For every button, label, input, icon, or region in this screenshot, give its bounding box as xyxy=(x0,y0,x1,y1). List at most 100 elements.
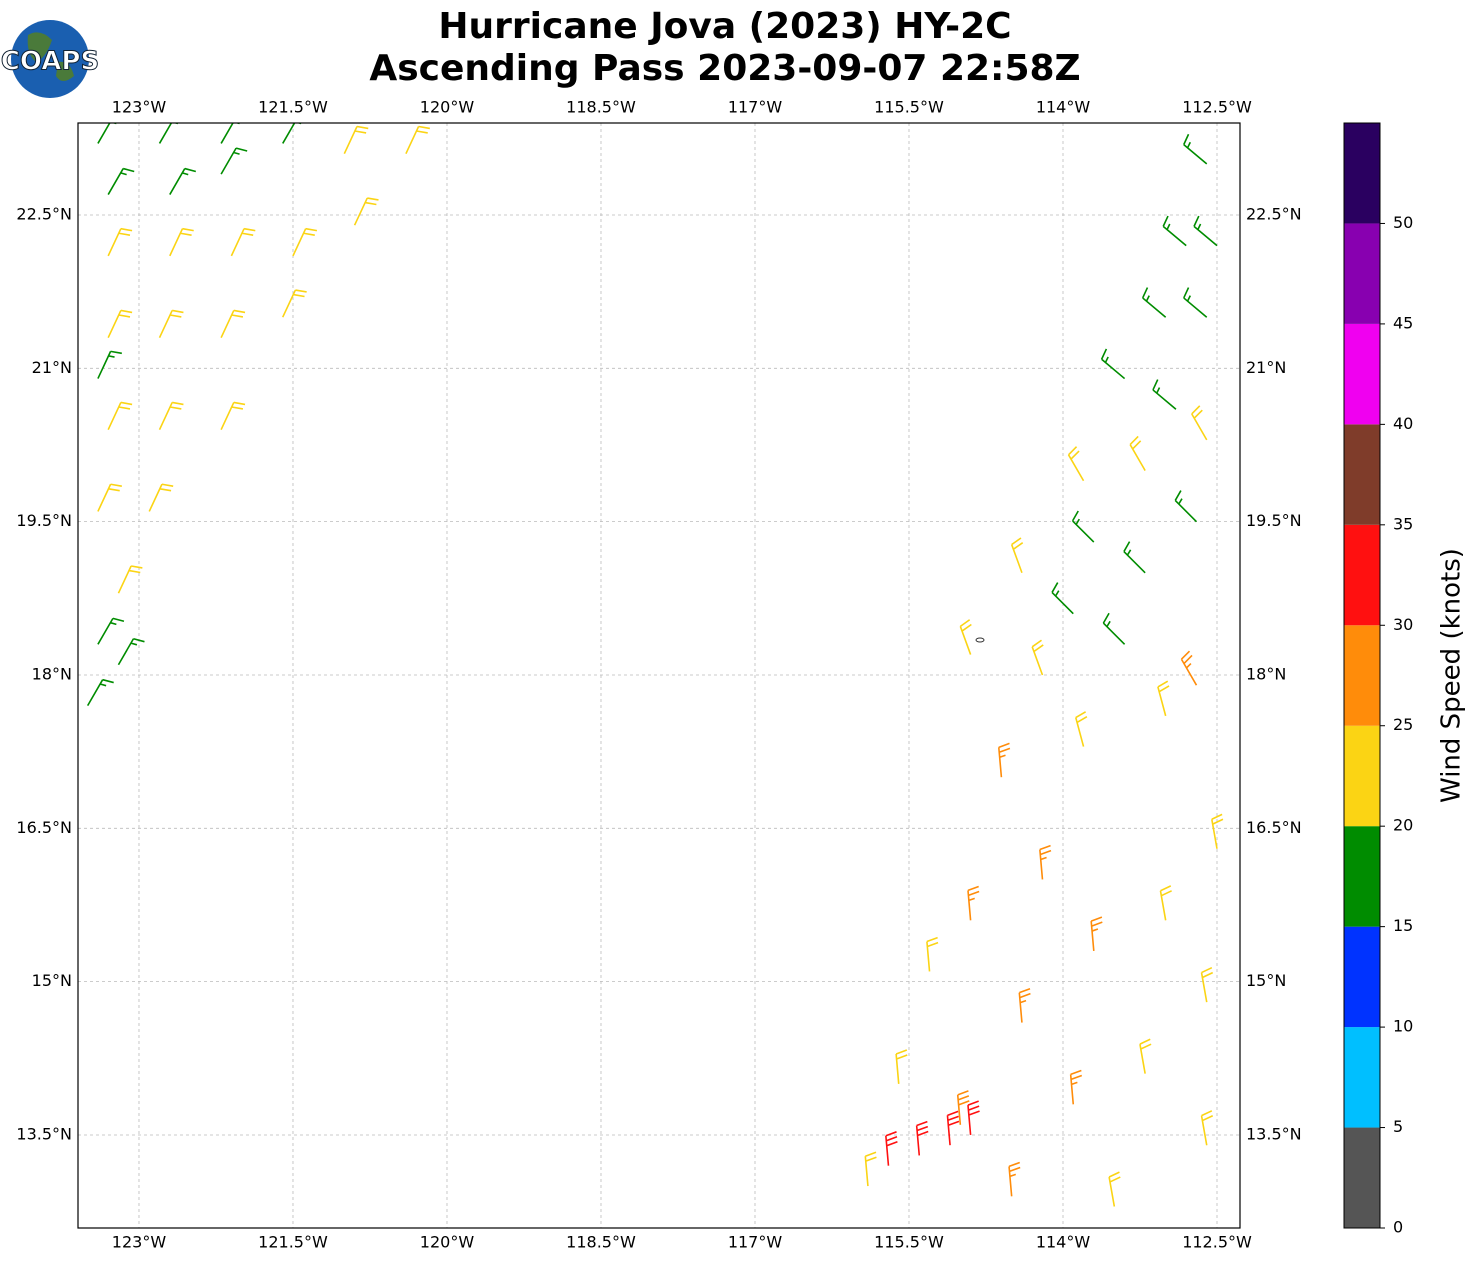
y-tick-label: 22.5°N xyxy=(16,204,72,223)
y-tick-label: 13.5°N xyxy=(16,1124,72,1143)
wind-barb xyxy=(1039,844,1052,880)
wind-barb xyxy=(967,885,980,921)
wind-barb xyxy=(158,309,184,339)
wind-barb xyxy=(1180,650,1198,686)
colorbar-segment xyxy=(1344,223,1380,324)
y-tick-label: 15°N xyxy=(1246,971,1286,990)
wind-barb xyxy=(282,123,302,144)
wind-barb xyxy=(281,289,307,318)
logo-land xyxy=(27,32,74,81)
x-tick-label: 123°W xyxy=(112,98,167,117)
wind-barb xyxy=(915,1120,929,1156)
island xyxy=(975,637,985,643)
y-tick-label: 16.5°N xyxy=(16,818,72,837)
y-tick-label: 22.5°N xyxy=(1246,204,1302,223)
wind-barb xyxy=(1069,1069,1083,1105)
colorbar-tick-label: 25 xyxy=(1393,715,1413,734)
wind-barb xyxy=(86,678,114,707)
wind-barb xyxy=(220,401,246,430)
wind-barb xyxy=(1200,966,1214,1003)
wind-barb xyxy=(1123,541,1146,574)
wind-barb xyxy=(967,1100,980,1136)
colorbar-segment xyxy=(1344,424,1380,525)
wind-barb xyxy=(1071,510,1095,543)
wind-barb xyxy=(107,167,135,195)
wind-barb xyxy=(220,147,248,175)
wind-barb xyxy=(169,167,197,195)
wind-barb xyxy=(343,125,369,155)
y-tick-label: 19.5°N xyxy=(1246,511,1302,530)
wind-barb xyxy=(1200,1110,1214,1146)
x-tick-label: 114°W xyxy=(1036,98,1091,117)
x-tick-label: 115.5°W xyxy=(874,1233,944,1252)
colorbar-segment xyxy=(1344,1027,1380,1128)
wind-barb xyxy=(1159,885,1172,921)
wind-barb xyxy=(1141,287,1167,318)
colorbar-tick-label: 35 xyxy=(1393,514,1413,533)
colorbar-segment xyxy=(1344,323,1380,425)
wind-barb xyxy=(97,617,125,645)
x-tick-label: 118.5°W xyxy=(566,1233,636,1252)
title-line: Ascending Pass 2023-09-07 22:58Z xyxy=(369,48,1080,89)
colorbar-segment xyxy=(1344,123,1380,224)
y-tick-label: 19.5°N xyxy=(16,511,72,530)
colorbar-segment xyxy=(1344,625,1380,726)
colorbar-tick-label: 15 xyxy=(1393,916,1413,935)
wind-barb xyxy=(148,483,174,512)
wind-barb xyxy=(158,401,184,430)
colorbar-tick-label: 0 xyxy=(1393,1218,1403,1237)
colorbar-label: Wind Speed (knots) xyxy=(1437,548,1467,803)
title-line: Hurricane Jova (2023) HY-2C xyxy=(438,6,1011,47)
wind-barb xyxy=(1162,215,1187,247)
wind-barb xyxy=(997,742,1011,778)
y-tick-label: 13.5°N xyxy=(1246,1124,1302,1143)
wind-barb xyxy=(405,125,430,155)
wind-barb xyxy=(1008,1161,1021,1197)
wind-barb xyxy=(1018,987,1031,1023)
y-tick-label: 21°N xyxy=(1246,358,1286,377)
wind-barb xyxy=(1191,405,1208,441)
wind-barb xyxy=(220,309,246,339)
colorbar-tick-label: 20 xyxy=(1393,816,1413,835)
colorbar-segment xyxy=(1344,1127,1380,1228)
wind-barb xyxy=(97,483,122,512)
wind-barb xyxy=(97,350,122,379)
wind-barb xyxy=(1174,490,1198,523)
colorbar-tick-label: 10 xyxy=(1393,1017,1413,1036)
wind-barb xyxy=(1183,133,1208,165)
wind-barb xyxy=(1051,582,1074,615)
wind-barb xyxy=(292,227,318,257)
colorbar-segment xyxy=(1344,524,1380,626)
wind-barb xyxy=(230,227,256,257)
wind-barb xyxy=(1100,348,1126,380)
wind-barb xyxy=(1129,435,1146,471)
wind-barb xyxy=(864,1151,877,1187)
wind-barb xyxy=(1193,215,1218,247)
x-tick-label: 112.5°W xyxy=(1182,98,1252,117)
wind-barb xyxy=(1183,287,1208,318)
wind-barb xyxy=(158,123,179,144)
x-tick-label: 118.5°W xyxy=(566,98,636,117)
wind-barb xyxy=(1108,1171,1121,1207)
colorbar-segment xyxy=(1344,725,1380,827)
wind-barb xyxy=(956,1090,970,1125)
barb-layer xyxy=(86,123,1224,1207)
y-tick-label: 15°N xyxy=(32,971,72,990)
y-tick-label: 18°N xyxy=(1246,664,1286,683)
wind-barb xyxy=(1010,537,1024,574)
y-tick-label: 16.5°N xyxy=(1246,818,1302,837)
wind-barb xyxy=(959,619,972,655)
wind-barb xyxy=(1031,639,1044,676)
colorbar-tick-label: 45 xyxy=(1393,313,1413,332)
x-tick-label: 120°W xyxy=(420,98,475,117)
wind-barb xyxy=(107,227,133,257)
logo: COAPS xyxy=(0,20,100,98)
x-tick-label: 121.5°W xyxy=(258,1233,328,1252)
colorbar-frame xyxy=(1343,122,1381,1229)
wind-barb xyxy=(1157,680,1170,717)
wind-barb xyxy=(220,123,240,144)
colorbar-tick-label: 50 xyxy=(1393,213,1413,232)
x-tick-label: 121.5°W xyxy=(258,98,328,117)
